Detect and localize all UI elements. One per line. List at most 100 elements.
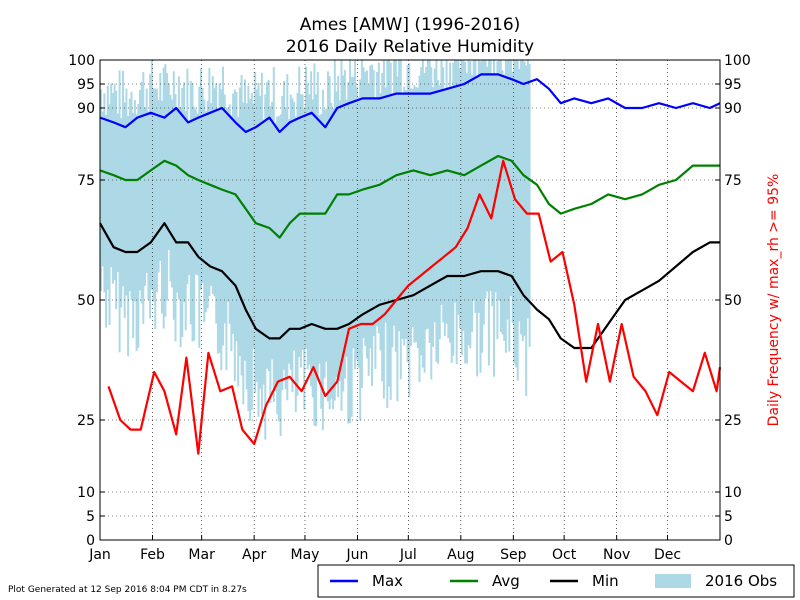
obs-bar <box>443 89 446 337</box>
obs-bar <box>289 94 292 370</box>
obs-bar <box>283 81 285 370</box>
obs-bar <box>406 65 409 363</box>
obs-bar <box>435 60 438 362</box>
x-tick-label: Oct <box>552 547 577 563</box>
obs-bar <box>465 73 468 364</box>
y-tick-label-left: 50 <box>77 293 95 309</box>
obs-bar <box>437 80 440 364</box>
obs-bar <box>220 89 223 371</box>
obs-bar <box>338 100 341 382</box>
obs-bar <box>457 60 460 315</box>
obs-bar <box>459 68 462 329</box>
y-tick-label-left: 25 <box>77 413 95 429</box>
obs-bar <box>320 114 323 409</box>
obs-bars <box>100 60 531 440</box>
obs-bar <box>186 68 189 285</box>
obs-bar <box>245 103 248 390</box>
obs-bar <box>201 87 204 284</box>
obs-bar <box>352 76 355 349</box>
obs-bar <box>481 60 484 353</box>
obs-bar <box>433 68 436 323</box>
y-tick-label-right: 25 <box>724 413 742 429</box>
obs-bar <box>389 62 392 401</box>
obs-bar <box>255 89 258 382</box>
series-line-avg <box>99 154 720 239</box>
obs-bar <box>111 93 114 284</box>
obs-bar <box>205 111 207 313</box>
series-lines <box>99 73 722 455</box>
obs-bar <box>323 109 326 378</box>
obs-bar <box>286 74 289 401</box>
obs-bar <box>154 88 157 330</box>
obs-bar <box>384 87 387 323</box>
obs-bar <box>223 94 226 324</box>
obs-bar <box>337 75 340 398</box>
legend-label: Max <box>372 572 403 590</box>
obs-bar <box>398 60 401 332</box>
obs-bar <box>305 66 307 349</box>
obs-bar <box>266 82 268 369</box>
obs-bar <box>479 61 482 373</box>
obs-bar <box>264 94 267 440</box>
obs-bar <box>120 118 123 308</box>
obs-bar <box>177 76 180 300</box>
obs-bar <box>408 63 411 398</box>
series-line-daily-frequency-w-max-rh-95- <box>107 159 722 455</box>
obs-bar <box>328 76 331 410</box>
y-tick-label-left: 0 <box>86 533 95 549</box>
obs-bar <box>438 85 441 340</box>
obs-bar <box>137 103 140 348</box>
obs-bar <box>196 113 199 276</box>
obs-bar <box>130 91 133 300</box>
obs-bar <box>250 93 253 411</box>
obs-bar <box>171 99 174 288</box>
obs-bar <box>401 92 404 339</box>
obs-bar <box>489 60 492 292</box>
x-axis: Jan Feb Mar Apr May Jun Jul Aug Sep Oct Nov Dec <box>88 535 681 563</box>
obs-bar <box>482 60 485 325</box>
obs-bar <box>233 89 236 382</box>
obs-bar <box>462 60 465 331</box>
obs-bar <box>162 67 165 329</box>
obs-bar <box>399 60 402 380</box>
obs-bar <box>491 73 494 307</box>
obs-bar <box>335 91 338 377</box>
obs-bar <box>369 65 372 349</box>
obs-bar <box>179 107 182 348</box>
obs-bar <box>249 99 252 421</box>
obs-bar <box>194 109 197 275</box>
obs-bar <box>106 86 109 290</box>
x-tick-label: Jun <box>346 547 369 563</box>
obs-bar <box>362 67 365 339</box>
obs-bar <box>140 81 143 304</box>
obs-bar <box>242 102 245 405</box>
obs-bar <box>376 72 379 327</box>
obs-bar <box>366 70 368 359</box>
obs-bar <box>235 92 238 342</box>
obs-bar <box>316 72 319 381</box>
obs-bar <box>445 60 448 324</box>
obs-bar <box>325 108 328 362</box>
obs-bar <box>155 88 158 293</box>
obs-bar <box>404 90 407 339</box>
obs-bar <box>516 60 519 381</box>
obs-bar <box>464 61 467 364</box>
obs-bar <box>149 74 152 319</box>
obs-bar <box>364 71 367 347</box>
obs-bar <box>232 93 235 334</box>
obs-bar <box>299 94 302 368</box>
chart-subtitle: 2016 Daily Relative Humidity <box>286 37 534 57</box>
obs-bar <box>526 60 529 319</box>
obs-bar <box>303 108 306 410</box>
y-tick-label-right: 10 <box>724 485 742 501</box>
obs-bar <box>139 89 141 291</box>
obs-bar <box>525 65 528 396</box>
obs-bar <box>476 77 479 377</box>
obs-bar <box>281 95 284 391</box>
obs-bar <box>428 60 431 343</box>
obs-bar <box>116 113 119 273</box>
obs-bar <box>360 60 363 388</box>
obs-bar <box>430 67 433 380</box>
obs-bar <box>528 64 531 347</box>
obs-bar <box>301 94 304 351</box>
